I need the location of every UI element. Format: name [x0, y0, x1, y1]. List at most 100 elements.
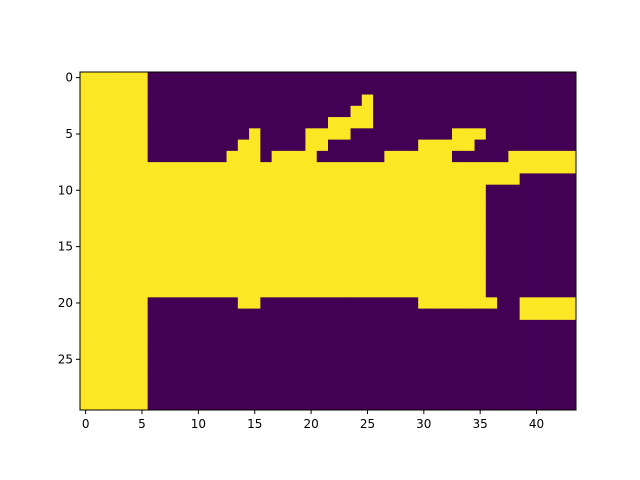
heatmap-cell [271, 252, 284, 264]
heatmap-cell [339, 195, 351, 208]
heatmap-cell [373, 263, 385, 276]
heatmap-cell [452, 319, 464, 332]
heatmap-cell [497, 331, 509, 343]
heatmap-cell [271, 364, 284, 377]
heatmap-cell [215, 128, 227, 140]
heatmap-cell [418, 162, 430, 174]
heatmap-cell [418, 173, 430, 186]
heatmap-cell [542, 387, 554, 400]
heatmap-cell [384, 286, 397, 298]
heatmap-cell [260, 241, 273, 253]
heatmap-cell [485, 173, 498, 186]
heatmap-cell [542, 117, 554, 129]
heatmap-cell [237, 297, 250, 309]
heatmap-cell [316, 72, 329, 84]
heatmap-cell [237, 308, 250, 321]
heatmap-cell [361, 286, 374, 298]
heatmap-cell [328, 274, 340, 287]
heatmap-cell [91, 128, 103, 140]
heatmap-cell [204, 252, 216, 264]
heatmap-cell [102, 207, 115, 219]
heatmap-cell [328, 184, 340, 197]
heatmap-cell [305, 376, 318, 388]
heatmap-cell [249, 376, 261, 388]
heatmap-cell [339, 72, 351, 84]
heatmap-cell [271, 286, 284, 298]
heatmap-cell [339, 150, 351, 163]
heatmap-cell [452, 173, 464, 186]
heatmap-cell [395, 398, 408, 411]
heatmap-cell [204, 184, 216, 197]
heatmap-cell [452, 105, 464, 118]
heatmap-cell [316, 398, 329, 411]
heatmap-cell [497, 218, 509, 231]
heatmap-cell [339, 128, 351, 140]
heatmap-cell [474, 376, 487, 388]
heatmap-cell [395, 173, 408, 186]
heatmap-cell [226, 139, 239, 152]
heatmap-cell [418, 364, 430, 377]
heatmap-cell [125, 83, 137, 95]
heatmap-cell [508, 398, 521, 411]
heatmap-cell [361, 241, 374, 253]
heatmap-cell [519, 150, 532, 163]
heatmap-cell [215, 229, 227, 242]
heatmap-cell [339, 319, 351, 332]
heatmap-cell [282, 331, 295, 343]
heatmap-cell [418, 263, 430, 276]
heatmap-cell [181, 331, 194, 343]
heatmap-cell [564, 364, 577, 377]
heatmap-cell [305, 128, 318, 140]
heatmap-cell [282, 72, 295, 84]
heatmap-cell [519, 398, 532, 411]
heatmap-cell [564, 331, 577, 343]
heatmap-cell [136, 387, 149, 400]
heatmap-cell [485, 331, 498, 343]
heatmap-cell [170, 83, 182, 95]
heatmap-cell [328, 364, 340, 377]
heatmap-cell [316, 342, 329, 355]
heatmap-cell [260, 229, 273, 242]
heatmap-cell [361, 297, 374, 309]
heatmap-cell [328, 83, 340, 95]
heatmap-cell [102, 274, 115, 287]
heatmap-cell [271, 274, 284, 287]
heatmap-cell [305, 207, 318, 219]
heatmap-cell [271, 173, 284, 186]
heatmap-cell [508, 241, 521, 253]
heatmap-cell [542, 342, 554, 355]
heatmap-cell [440, 274, 453, 287]
heatmap-cell [181, 274, 194, 287]
heatmap-cell [406, 229, 419, 242]
heatmap-cell [282, 398, 295, 411]
heatmap-cell [474, 173, 487, 186]
heatmap-cell [271, 72, 284, 84]
heatmap-cell [530, 162, 543, 174]
heatmap-cell [192, 263, 205, 276]
heatmap-cell [260, 218, 273, 231]
heatmap-cell [361, 184, 374, 197]
heatmap-cell [339, 263, 351, 276]
y-axis: 0 5 10 15 20 25 [58, 71, 80, 366]
heatmap-cell [237, 241, 250, 253]
heatmap-cell [226, 297, 239, 309]
heatmap-cell [226, 286, 239, 298]
heatmap-cell [204, 297, 216, 309]
heatmap-cell [147, 376, 160, 388]
heatmap-cell [361, 117, 374, 129]
heatmap-cell [463, 274, 475, 287]
heatmap-cell [553, 229, 566, 242]
heatmap-cell [440, 297, 453, 309]
heatmap-cell [485, 72, 498, 84]
heatmap-cell [80, 94, 92, 107]
heatmap-cell [440, 162, 453, 174]
heatmap-cell [519, 72, 532, 84]
heatmap-cell [440, 241, 453, 253]
heatmap-cell [508, 387, 521, 400]
heatmap-cell [395, 128, 408, 140]
heatmap-cell [170, 139, 182, 152]
heatmap-cell [384, 94, 397, 107]
heatmap-cell [373, 297, 385, 309]
heatmap-cell [497, 387, 509, 400]
